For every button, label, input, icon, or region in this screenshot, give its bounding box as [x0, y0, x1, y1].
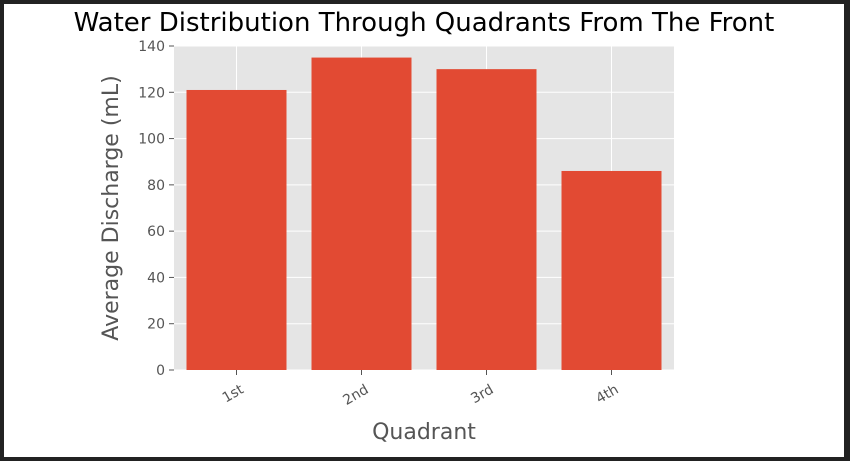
chart-title: Water Distribution Through Quadrants Fro… [73, 8, 775, 38]
y-tick-label: 100 [138, 132, 165, 148]
x-tick-label: 2nd [340, 382, 371, 409]
x-axis-ticks: 1st 2nd 3rd 4th [220, 370, 622, 409]
y-axis-label: Average Discharge (mL) [99, 75, 124, 340]
bar-1st [186, 89, 287, 370]
y-tick-label: 60 [147, 224, 165, 240]
y-tick-label: 0 [156, 363, 165, 379]
x-tick-label: 3rd [468, 382, 496, 408]
y-axis-ticks: 0 20 40 60 80 100 120 140 [138, 39, 174, 379]
y-tick-label: 20 [147, 317, 165, 333]
bar-chart: 0 20 40 60 80 100 120 140 1st 2nd 3rd 4th Quadrant… [99, 39, 674, 445]
x-tick-label: 4th [593, 382, 621, 407]
chart-frame: Water Distribution Through Quadrants Fro… [4, 4, 844, 457]
y-tick-label: 120 [138, 85, 165, 101]
bar-4th [561, 170, 662, 370]
x-axis-label: Quadrant [372, 420, 476, 445]
x-tick-label: 1st [220, 381, 247, 406]
y-tick-label: 80 [147, 178, 165, 194]
y-tick-label: 140 [138, 39, 165, 55]
bar-2nd [311, 57, 412, 370]
bars [186, 57, 662, 371]
bar-3rd [436, 69, 537, 371]
y-tick-label: 40 [147, 270, 165, 286]
